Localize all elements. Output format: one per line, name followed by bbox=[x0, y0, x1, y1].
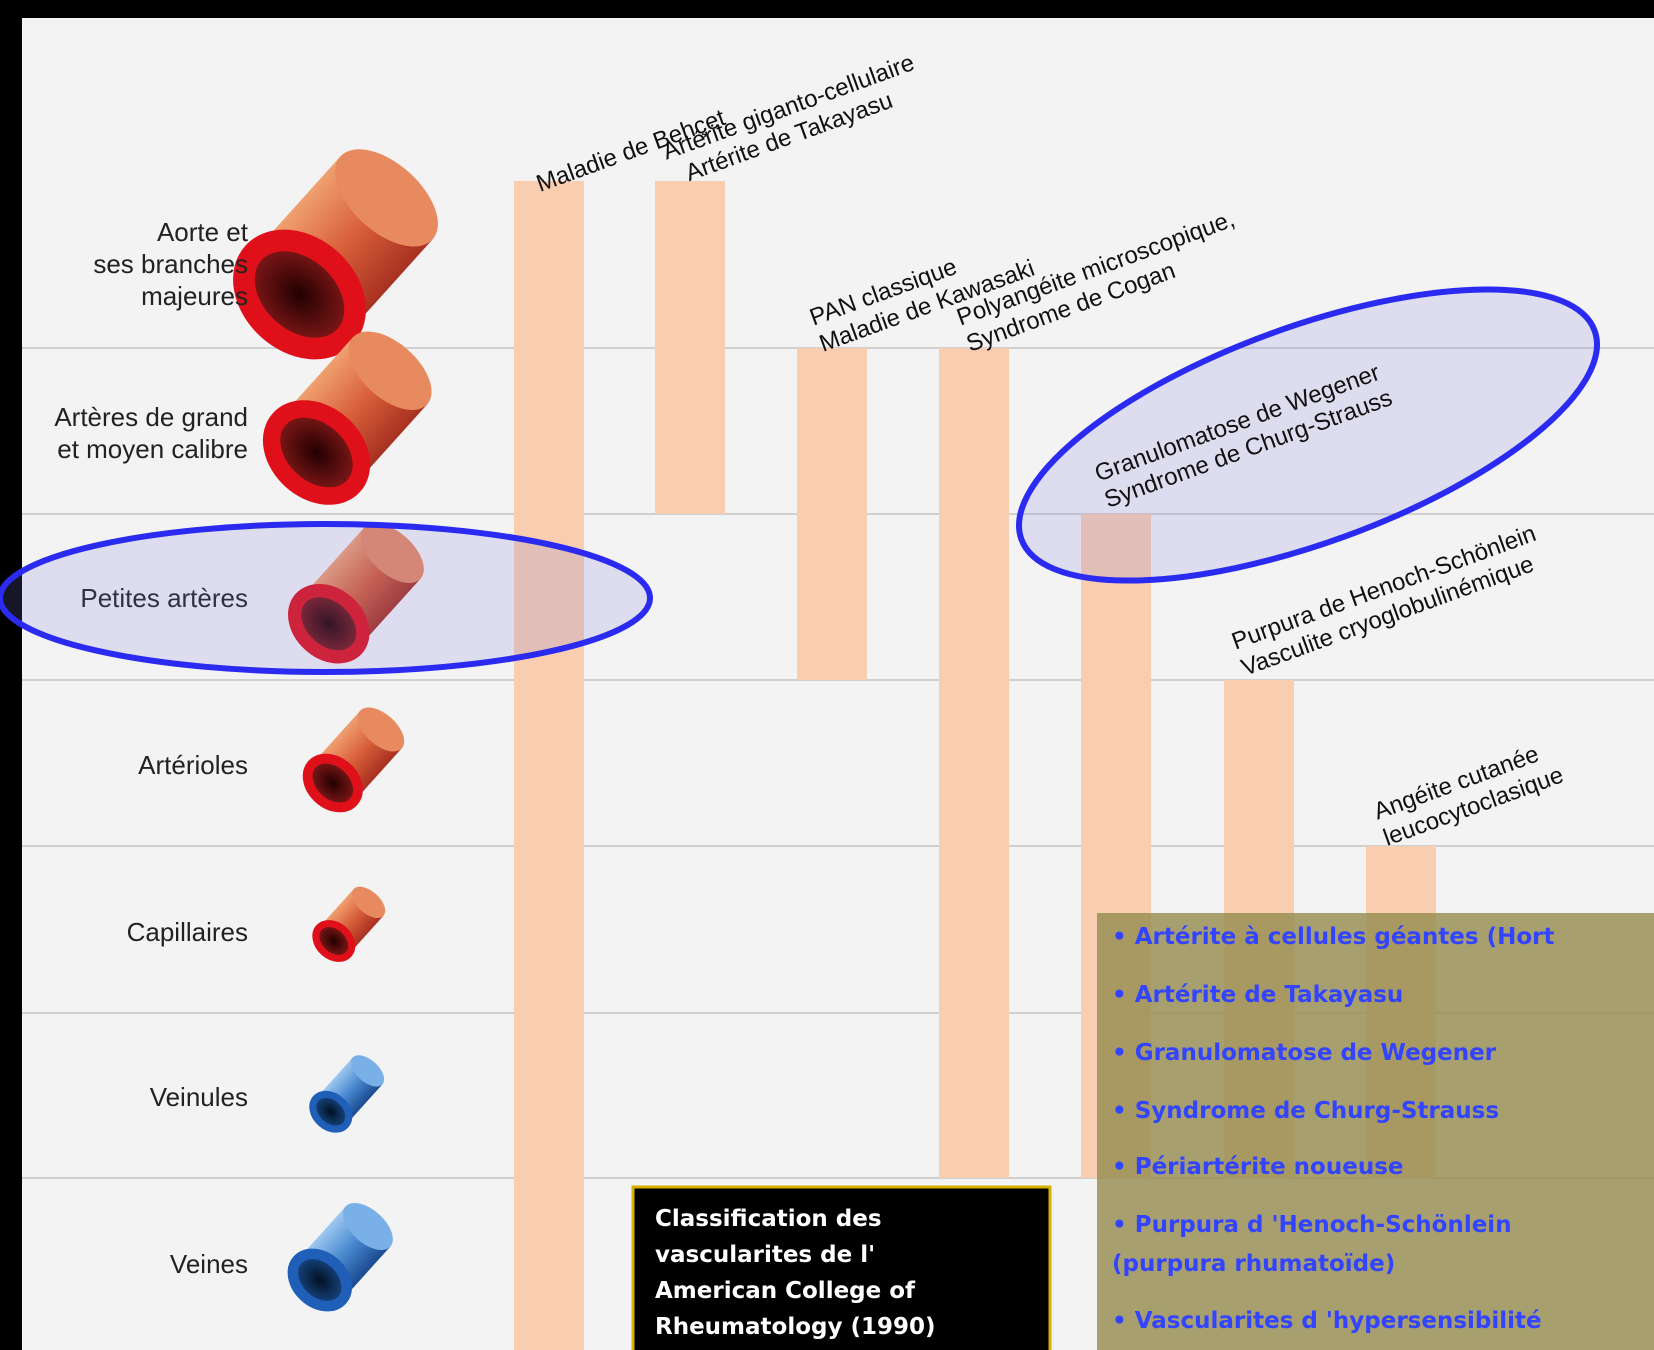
slide: Aorte etses branchesmajeuresArtères de g… bbox=[0, 0, 1654, 1350]
caption-line: Classification des bbox=[655, 1206, 882, 1232]
list-item: • Artérite de Takayasu bbox=[1112, 982, 1403, 1008]
highlight-ellipse bbox=[0, 524, 650, 672]
list-item: • Purpura d 'Henoch-Schönlein bbox=[1112, 1212, 1512, 1238]
list-box bbox=[1097, 913, 1654, 1350]
caption-line: vascularites de l' bbox=[655, 1242, 875, 1268]
list-item: • Granulomatose de Wegener bbox=[1112, 1040, 1497, 1066]
row-label: Veines bbox=[170, 1249, 248, 1279]
list-item: (purpura rhumatoïde) bbox=[1112, 1251, 1395, 1277]
page: Aorte etses branchesmajeuresArtères de g… bbox=[0, 0, 1654, 1350]
row-label: Artérioles bbox=[138, 750, 248, 780]
list-item: • Vascularites d 'hypersensibilité bbox=[1112, 1308, 1542, 1334]
list-item: • Périartérite noueuse bbox=[1112, 1154, 1404, 1180]
vessel-range-bar bbox=[939, 348, 1009, 1178]
list-item: • Artérite à cellules géantes (Hort bbox=[1112, 924, 1555, 950]
caption-line: Rheumatology (1990) bbox=[655, 1314, 936, 1340]
caption-line: American College of bbox=[655, 1278, 916, 1304]
vessel-range-bar bbox=[514, 181, 584, 1350]
vessel-range-bar bbox=[797, 348, 867, 680]
row-label: Capillaires bbox=[127, 917, 248, 947]
row-label: Veinules bbox=[150, 1082, 248, 1112]
list-item: • Syndrome de Churg-Strauss bbox=[1112, 1098, 1499, 1124]
vessel-range-bar bbox=[655, 181, 725, 514]
